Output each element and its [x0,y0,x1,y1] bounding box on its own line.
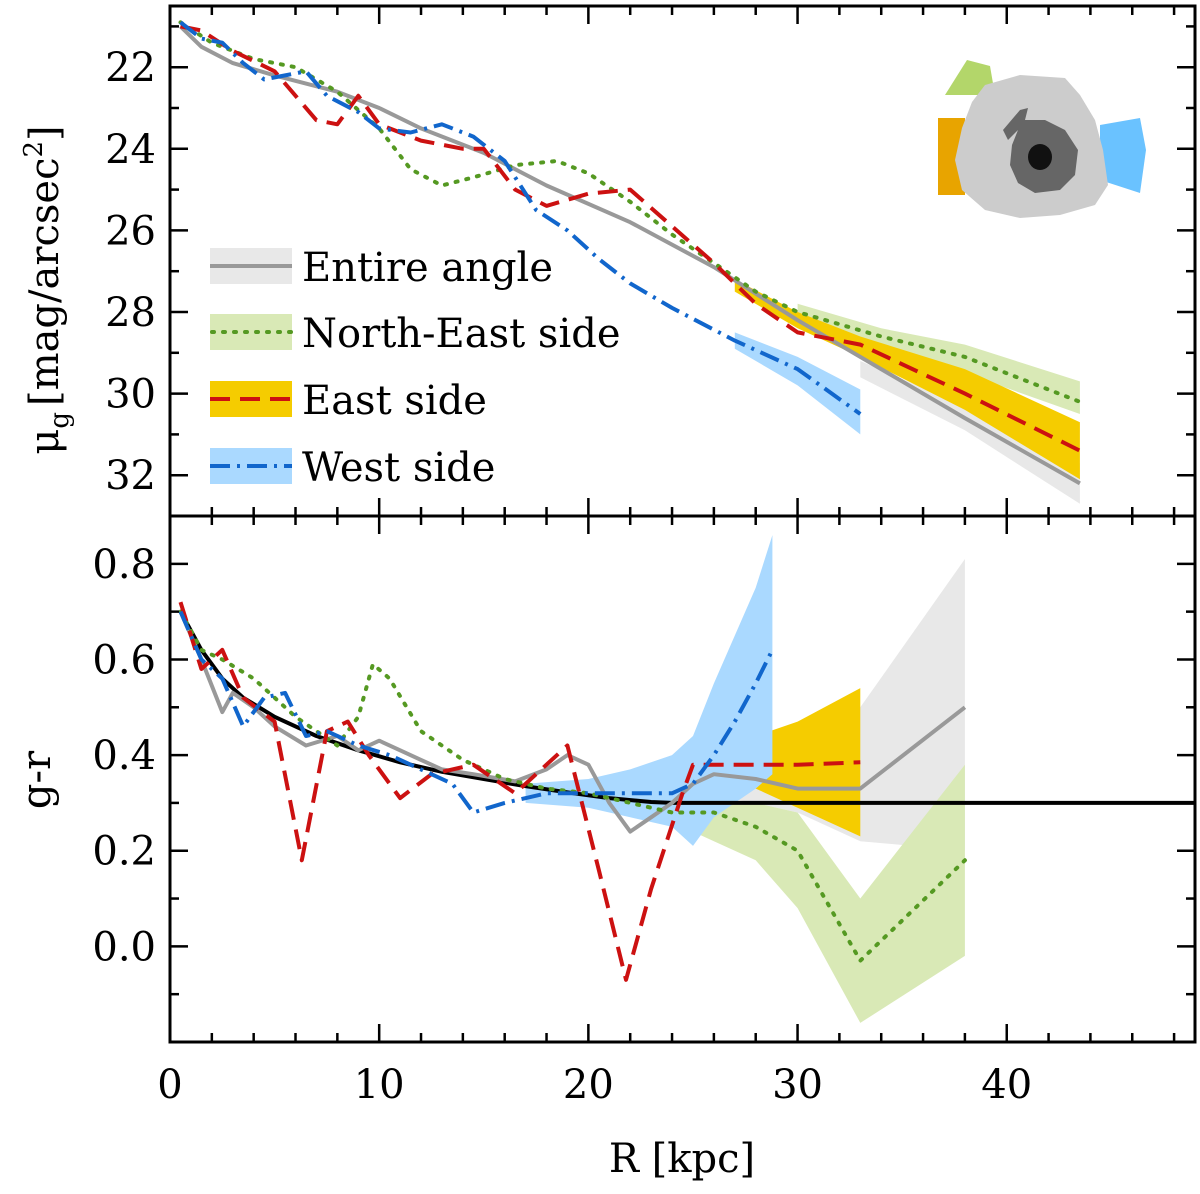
ylabel-units: [mag/arcsec [22,158,68,406]
north-east-sector [945,60,995,95]
xtick-label: 20 [563,1062,614,1108]
top-panel: 22 24 26 28 30 32 μg [mag/arcsec2] Entire angl… [19,4,1197,518]
top-ytick-label: 26 [105,208,156,254]
top-ytick-label: 22 [105,45,156,91]
galaxy-inset-map [938,60,1146,218]
xtick-label: 10 [354,1062,405,1108]
top-series-west-side [179,20,862,416]
galaxy-core [1028,144,1052,170]
top-ticks: 22 24 26 28 30 32 [105,6,1195,516]
bottom-panel-frame [168,514,1197,1044]
west-sector [1100,118,1146,193]
xtick-label: 30 [772,1062,823,1108]
legend-entry-east: East side [210,378,487,424]
bottom-ytick-label: 0.2 [92,829,156,875]
x-axis-label: R [kpc] [609,1136,755,1182]
top-band-west-side [734,332,861,435]
bottom-band-west-side [525,535,773,846]
bottom-ytick-label: 0.0 [92,924,156,970]
top-ytick-label: 32 [105,453,156,499]
bottom-band-east-side [693,688,861,837]
legend: Entire angle North-East side East side W… [210,245,621,491]
top-y-axis-label: μg [mag/arcsec2] [19,125,75,454]
legend-label-west: West side [302,445,495,491]
top-ytick-label: 30 [105,372,156,418]
bottom-ytick-label: 0.6 [92,637,156,683]
top-ytick-label: 28 [105,290,156,336]
east-sector [938,118,965,195]
bottom-panel: 0.0 0.2 0.4 0.6 0.8 0 10 20 30 40 g-r R [kpc] [14,514,1197,1182]
bottom-ytick-label: 0.8 [92,542,156,588]
top-series-north-east-side [178,20,1082,404]
bottom-series-west-side [178,610,775,815]
ylabel-subscript: g [45,412,75,429]
ylabel-mu: μ [22,429,68,455]
top-series-east-side [180,24,1081,453]
legend-label-entire: Entire angle [302,245,553,291]
top-lines [178,20,1082,486]
bottom-ytick-label: 0.4 [92,733,156,779]
bottom-lines [178,601,1195,982]
legend-entry-north-east: North-East side [210,311,621,357]
ylabel-superscript: 2 [19,141,49,158]
bottom-series-north-east-side [178,609,967,963]
legend-label-east: East side [302,378,487,424]
top-band-east-side [734,279,1080,480]
xtick-label: 40 [981,1062,1032,1108]
legend-entry-entire-angle: Entire angle [210,245,553,291]
ylabel-close: ] [22,125,68,141]
bottom-y-axis-label: g-r [14,750,60,809]
bottom-series-model-fit [178,610,1195,805]
top-band-entire-angle [860,361,1080,504]
bottom-bands [525,535,965,1023]
bottom-series-entire-angle [178,610,967,834]
bottom-ticks: 0.0 0.2 0.4 0.6 0.8 0 10 20 30 40 [92,516,1195,1108]
xtick-label: 0 [157,1062,182,1108]
bottom-band-north-east-side [672,764,965,1023]
legend-entry-west: West side [210,445,495,491]
bottom-series-east-side [178,601,861,982]
legend-label-north-east: North-East side [302,311,621,357]
top-ytick-label: 24 [105,127,156,173]
